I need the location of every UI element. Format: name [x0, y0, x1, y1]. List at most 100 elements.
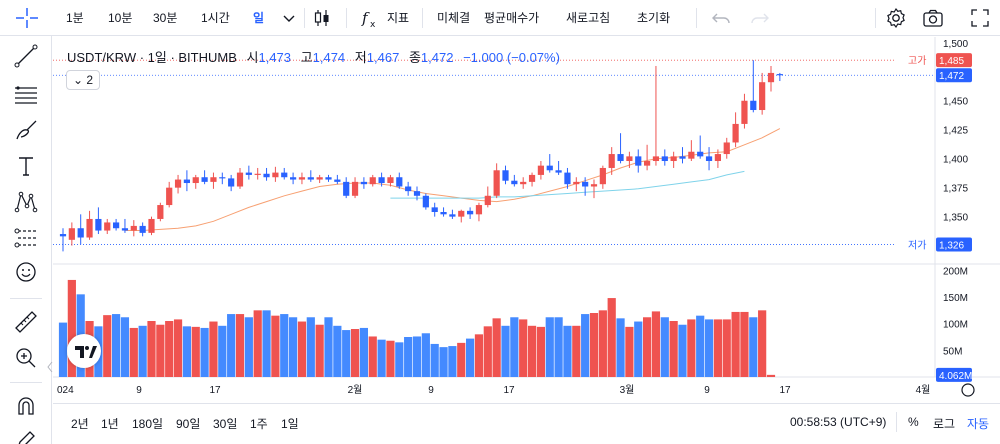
- brush-icon[interactable]: [12, 116, 40, 144]
- volume-bar[interactable]: [466, 338, 475, 377]
- candle-body[interactable]: [413, 191, 421, 196]
- candle-body[interactable]: [688, 151, 695, 159]
- pencil-lock-icon[interactable]: [12, 426, 40, 444]
- candle-body[interactable]: [502, 170, 509, 181]
- indicators-button[interactable]: 지표: [387, 11, 410, 25]
- volume-bar[interactable]: [404, 337, 413, 377]
- candle-body[interactable]: [697, 151, 704, 157]
- volume-bar[interactable]: [138, 325, 147, 377]
- candle-body[interactable]: [546, 165, 553, 171]
- volume-bar[interactable]: [297, 321, 307, 377]
- candle-body[interactable]: [298, 177, 306, 180]
- volume-bar[interactable]: [350, 329, 360, 377]
- candle-body[interactable]: [228, 178, 235, 187]
- volume-bar[interactable]: [209, 321, 218, 377]
- candle-body[interactable]: [68, 228, 75, 240]
- ruler-icon[interactable]: [12, 308, 40, 336]
- volume-bar[interactable]: [227, 314, 236, 377]
- candle-body[interactable]: [192, 177, 199, 184]
- volume-bar[interactable]: [740, 311, 749, 377]
- candle-body[interactable]: [113, 222, 120, 229]
- candle-body[interactable]: [555, 170, 562, 173]
- chevron-down-icon[interactable]: [277, 6, 301, 30]
- range-1d[interactable]: 1일: [281, 417, 299, 431]
- clock-timezone[interactable]: 00:58:53 (UTC+9): [790, 415, 887, 429]
- range-30d[interactable]: 30일: [213, 417, 238, 431]
- auto-scale-toggle[interactable]: 자동: [967, 417, 990, 431]
- candle-body[interactable]: [714, 154, 721, 162]
- candle-body[interactable]: [644, 161, 651, 166]
- indicators-fx-icon[interactable]: f x: [359, 6, 383, 30]
- volume-bar[interactable]: [156, 324, 165, 377]
- volume-bar[interactable]: [129, 327, 138, 377]
- projection-tool-icon[interactable]: [12, 224, 40, 252]
- candle-body[interactable]: [148, 218, 155, 233]
- volume-bar[interactable]: [678, 324, 687, 377]
- candle-body[interactable]: [617, 154, 624, 162]
- fullscreen-icon[interactable]: [968, 6, 992, 30]
- volume-bar[interactable]: [244, 317, 253, 377]
- volume-bar[interactable]: [722, 319, 731, 377]
- volume-bar[interactable]: [253, 310, 262, 377]
- candle-body[interactable]: [95, 218, 102, 231]
- volume-bar[interactable]: [280, 314, 289, 377]
- candle-body[interactable]: [741, 100, 748, 124]
- volume-bar[interactable]: [165, 321, 174, 377]
- volume-bar[interactable]: [607, 298, 616, 377]
- volume-bar[interactable]: [616, 318, 625, 377]
- volume-bar[interactable]: [191, 326, 200, 377]
- candle-body[interactable]: [334, 179, 341, 182]
- horizontal-lines-icon[interactable]: [12, 80, 40, 108]
- axis-settings-icon[interactable]: [961, 383, 975, 397]
- interval-30min[interactable]: 30분: [153, 11, 178, 25]
- volume-bar[interactable]: [173, 319, 183, 377]
- volume-bar[interactable]: [527, 325, 537, 377]
- volume-bar[interactable]: [315, 324, 324, 377]
- volume-bar[interactable]: [147, 321, 156, 377]
- volume-bar[interactable]: [58, 322, 68, 377]
- volume-bar[interactable]: [669, 321, 678, 377]
- crosshair-tool-icon[interactable]: [14, 6, 40, 30]
- open-orders-button[interactable]: 미체결: [437, 11, 471, 25]
- candle-body[interactable]: [272, 172, 279, 178]
- undo-icon[interactable]: [709, 6, 733, 30]
- candle-body[interactable]: [396, 177, 403, 187]
- candle-body[interactable]: [201, 177, 208, 182]
- candle-body[interactable]: [351, 181, 359, 196]
- interval-1min[interactable]: 1분: [66, 11, 84, 25]
- volume-bar[interactable]: [510, 317, 519, 377]
- candle-body[interactable]: [378, 177, 385, 184]
- candle-body[interactable]: [750, 100, 757, 111]
- text-tool-icon[interactable]: [12, 152, 40, 180]
- volume-bar[interactable]: [483, 326, 492, 377]
- candle-body[interactable]: [219, 177, 226, 179]
- candle-body[interactable]: [705, 156, 713, 162]
- avg-buy-price-button[interactable]: 평균매수가: [484, 11, 540, 25]
- candle-body[interactable]: [431, 207, 438, 213]
- volume-bar[interactable]: [713, 319, 722, 377]
- volume-bar[interactable]: [324, 317, 333, 377]
- volume-bar[interactable]: [439, 347, 448, 377]
- volume-bar[interactable]: [749, 317, 758, 377]
- volume-bar[interactable]: [634, 321, 643, 377]
- candle-body[interactable]: [360, 181, 367, 185]
- candle-body[interactable]: [573, 181, 580, 185]
- range-2y[interactable]: 2년: [71, 417, 89, 431]
- volume-bar[interactable]: [289, 317, 298, 377]
- candle-body[interactable]: [369, 177, 376, 185]
- volume-bar[interactable]: [395, 342, 404, 377]
- candle-body[interactable]: [608, 154, 615, 168]
- indicator-collapse-button[interactable]: ⌄ 2: [66, 70, 101, 90]
- volume-bar[interactable]: [643, 317, 652, 377]
- candle-body[interactable]: [121, 228, 129, 231]
- volume-bar[interactable]: [492, 318, 501, 377]
- candle-body[interactable]: [458, 210, 465, 217]
- volume-bar[interactable]: [687, 319, 696, 377]
- percent-scale-toggle[interactable]: %: [908, 415, 919, 429]
- volume-bar[interactable]: [581, 314, 590, 377]
- volume-bar[interactable]: [554, 317, 563, 377]
- candle-body[interactable]: [520, 181, 527, 185]
- volume-bar[interactable]: [271, 315, 280, 377]
- range-1y[interactable]: 1년: [101, 417, 119, 431]
- redo-icon[interactable]: [748, 6, 772, 30]
